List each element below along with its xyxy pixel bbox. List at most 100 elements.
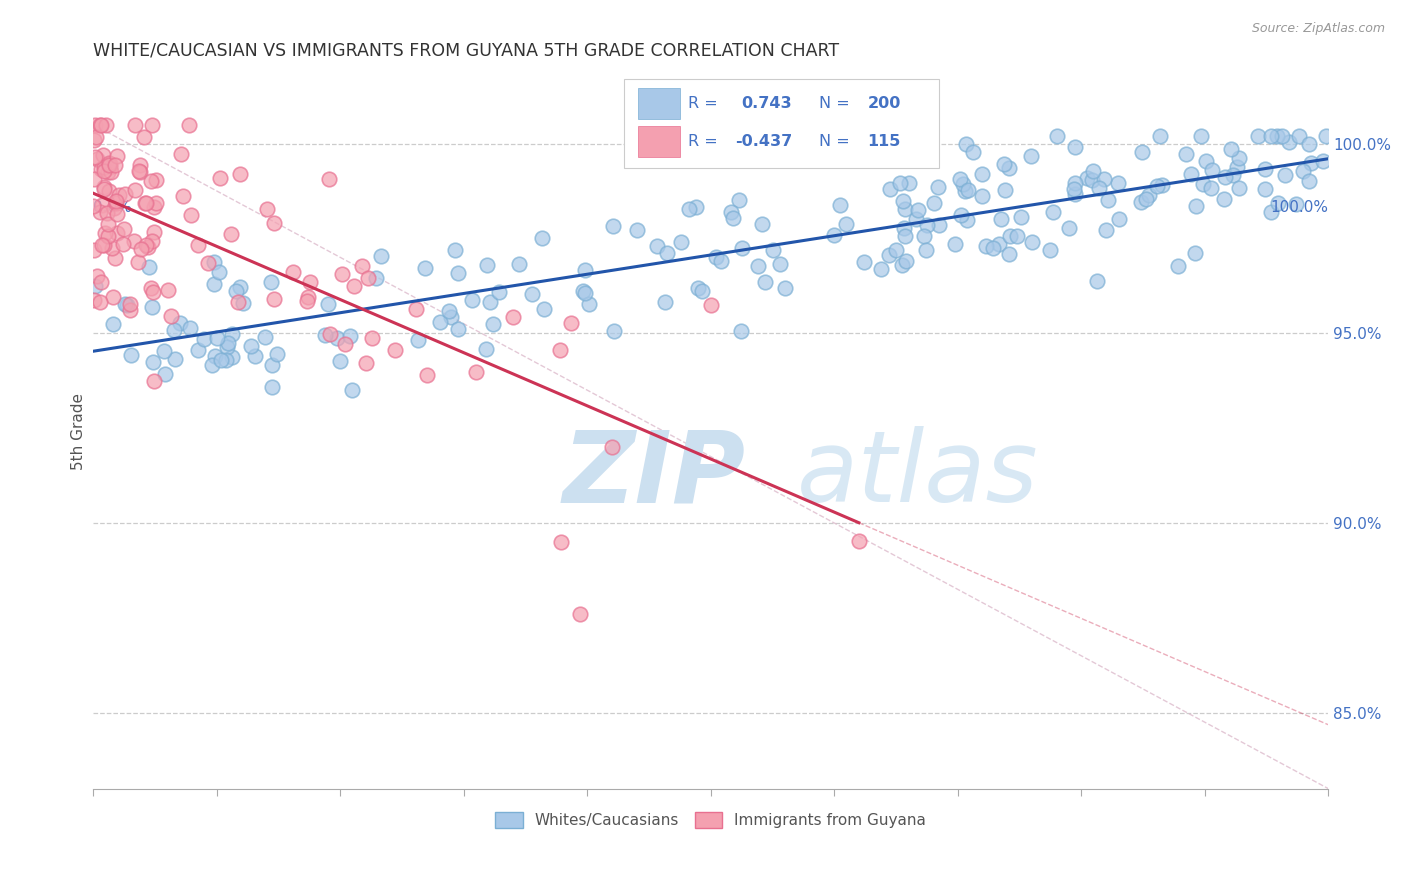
- Point: [957, 183, 980, 197]
- Point: [221, 350, 243, 364]
- Point: [943, 237, 966, 252]
- Point: [163, 351, 186, 366]
- Point: [1095, 223, 1118, 237]
- Point: [522, 287, 544, 301]
- Point: [105, 149, 128, 163]
- Point: [83, 279, 105, 293]
- Point: [356, 271, 378, 285]
- Point: [1064, 177, 1087, 191]
- Point: [953, 184, 976, 198]
- Point: [100, 164, 122, 178]
- Text: N =: N =: [820, 134, 851, 149]
- Point: [1076, 171, 1098, 186]
- Point: [1299, 156, 1322, 170]
- Point: [197, 256, 219, 270]
- Point: [329, 354, 352, 368]
- Point: [138, 260, 160, 275]
- Point: [894, 202, 917, 216]
- Point: [127, 255, 149, 269]
- Point: [145, 195, 167, 210]
- Point: [160, 310, 183, 324]
- Point: [444, 243, 467, 257]
- Point: [1185, 199, 1208, 213]
- Point: [655, 246, 678, 260]
- Point: [690, 285, 713, 299]
- Point: [314, 327, 336, 342]
- Point: [1063, 182, 1085, 196]
- Point: [82, 199, 104, 213]
- Point: [447, 322, 470, 336]
- Point: [141, 118, 163, 132]
- Point: [141, 234, 163, 248]
- Point: [1247, 128, 1270, 143]
- Point: [1274, 169, 1296, 183]
- Point: [93, 226, 115, 240]
- Point: [132, 130, 155, 145]
- Text: ZIP: ZIP: [562, 426, 745, 524]
- Point: [187, 237, 209, 252]
- Point: [297, 290, 319, 304]
- Point: [343, 278, 366, 293]
- Point: [98, 157, 121, 171]
- Point: [136, 240, 159, 254]
- Point: [1097, 194, 1119, 208]
- Point: [405, 302, 427, 317]
- FancyBboxPatch shape: [624, 78, 939, 168]
- Point: [481, 318, 503, 332]
- Point: [128, 158, 150, 172]
- Point: [894, 228, 917, 243]
- Point: [263, 292, 285, 306]
- Point: [1135, 192, 1157, 206]
- Point: [350, 260, 373, 274]
- Point: [889, 176, 911, 190]
- Point: [340, 383, 363, 397]
- Point: [1064, 186, 1087, 201]
- Point: [602, 219, 624, 233]
- Point: [105, 196, 128, 211]
- Point: [907, 203, 929, 218]
- Point: [202, 255, 225, 269]
- Point: [915, 243, 938, 257]
- Point: [260, 379, 283, 393]
- Point: [981, 241, 1004, 255]
- Point: [1085, 274, 1108, 288]
- Text: Source: ZipAtlas.com: Source: ZipAtlas.com: [1251, 22, 1385, 36]
- Point: [318, 326, 340, 341]
- Point: [172, 189, 194, 203]
- Point: [1260, 128, 1282, 143]
- Point: [105, 207, 128, 221]
- Point: [578, 296, 600, 310]
- Text: atlas: atlas: [797, 426, 1039, 524]
- Point: [93, 182, 115, 196]
- Point: [169, 317, 191, 331]
- Point: [915, 219, 938, 233]
- Point: [221, 227, 243, 241]
- Point: [129, 165, 152, 179]
- Point: [295, 294, 318, 309]
- Point: [1213, 170, 1236, 185]
- Point: [1019, 149, 1042, 163]
- Point: [1271, 128, 1294, 143]
- Point: [318, 172, 340, 186]
- Point: [1092, 171, 1115, 186]
- Point: [1227, 151, 1250, 165]
- Point: [678, 202, 700, 217]
- Point: [1192, 177, 1215, 191]
- Point: [998, 161, 1021, 175]
- Point: [1227, 180, 1250, 194]
- Point: [1180, 167, 1202, 181]
- Point: [754, 275, 776, 289]
- Point: [685, 200, 707, 214]
- Point: [299, 275, 322, 289]
- Point: [114, 297, 136, 311]
- Point: [1130, 194, 1153, 209]
- Point: [187, 343, 209, 357]
- Point: [335, 336, 357, 351]
- Point: [1107, 176, 1129, 190]
- Point: [215, 352, 238, 367]
- Point: [904, 211, 927, 226]
- Point: [773, 281, 796, 295]
- Point: [1222, 168, 1244, 182]
- Point: [1201, 181, 1223, 195]
- Point: [254, 330, 277, 344]
